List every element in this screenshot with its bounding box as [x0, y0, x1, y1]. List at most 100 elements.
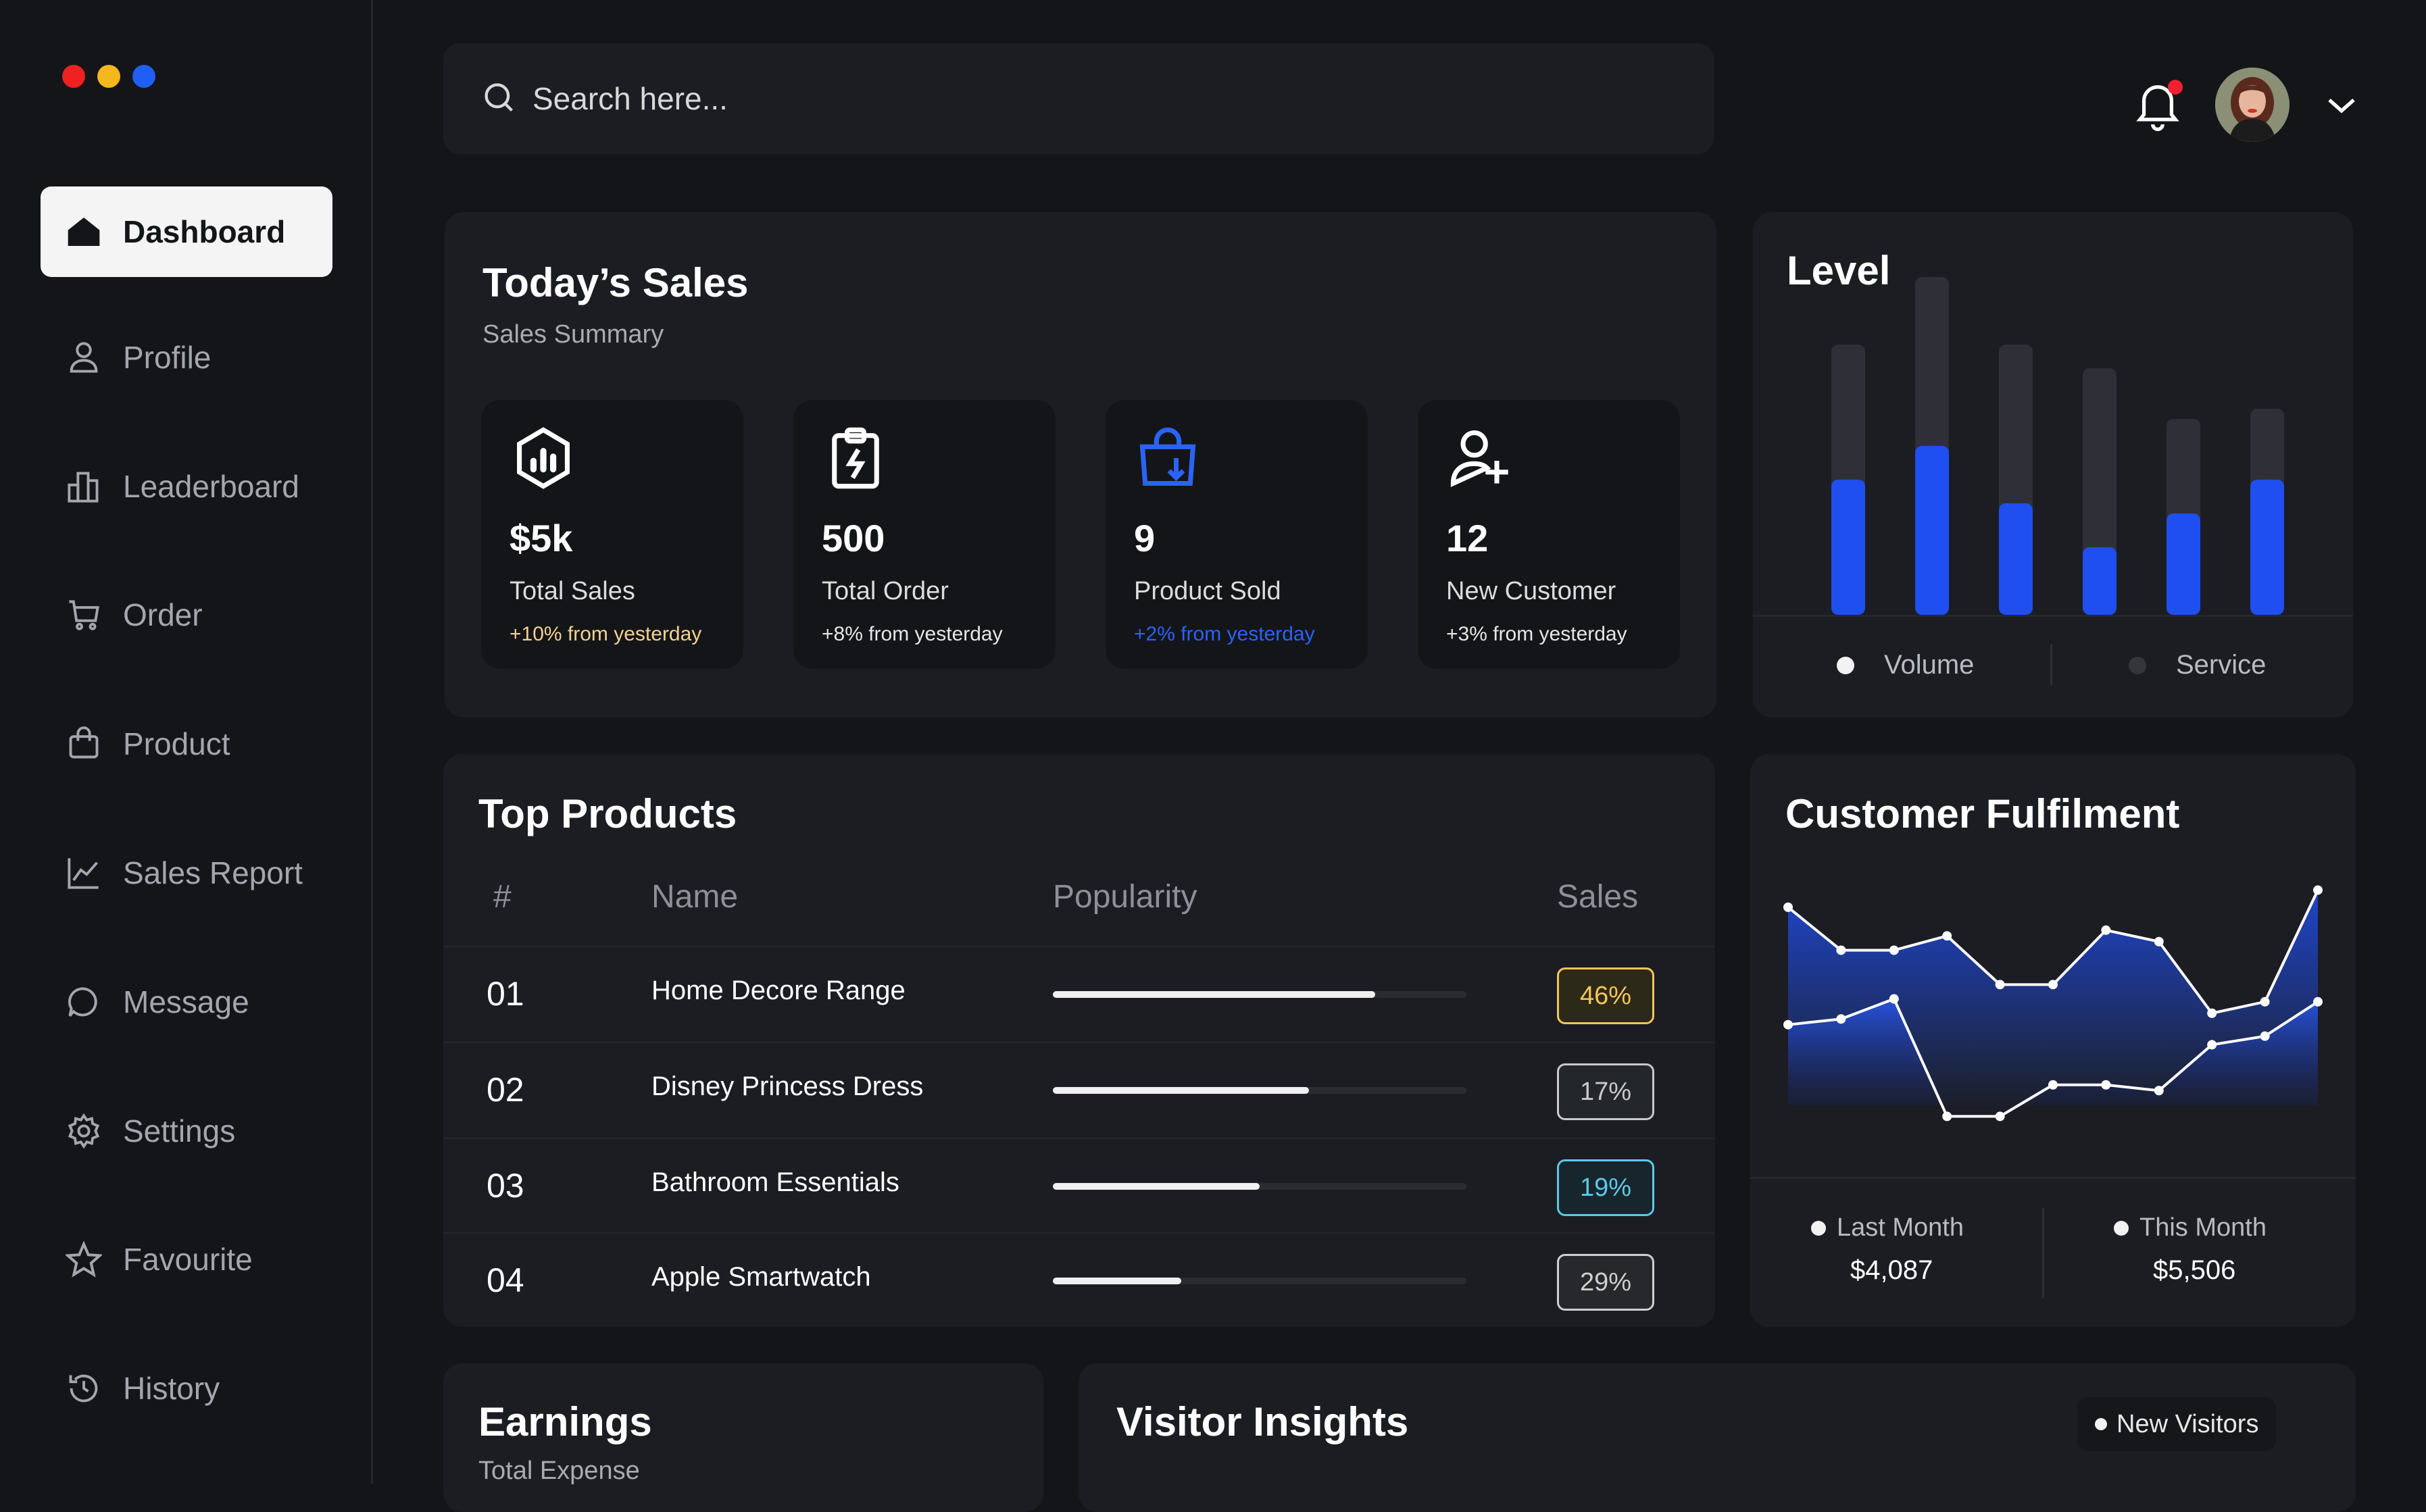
visitor-insights-card: Visitor Insights New Visitors: [1079, 1363, 2356, 1512]
data-point: [2154, 936, 2164, 947]
service-dot-icon: [2129, 656, 2146, 674]
sidebar-item-profile[interactable]: Profile: [41, 312, 332, 403]
todays-sales-subtitle: Sales Summary: [482, 320, 664, 349]
table-row[interactable]: 02 Disney Princess Dress 17%: [443, 1042, 1714, 1136]
sales-badge: 46%: [1557, 967, 1654, 1024]
sidebar-item-label: Dashboard: [123, 214, 286, 249]
sidebar: Dashboard Profile Leaderboard Order Prod…: [0, 0, 373, 1484]
sidebar-item-order[interactable]: Order: [41, 570, 332, 660]
todays-sales-title: Today’s Sales: [482, 260, 749, 305]
table-row[interactable]: 03 Bathroom Essentials 19%: [443, 1138, 1714, 1232]
sidebar-item-favourite[interactable]: Favourite: [41, 1214, 332, 1305]
product-name: Home Decore Range: [651, 976, 906, 1005]
chat-icon: [65, 983, 103, 1021]
earnings-title: Earnings: [478, 1399, 652, 1444]
shopping-bag-icon: [65, 725, 103, 763]
sales-badge: 19%: [1557, 1159, 1654, 1216]
sidebar-item-product[interactable]: Product: [41, 699, 332, 789]
minimize-dot-icon[interactable]: [97, 65, 120, 88]
line-chart-icon: [65, 854, 103, 892]
data-point: [2260, 1031, 2270, 1041]
data-point: [1889, 994, 1899, 1004]
level-bar-volume: [1915, 446, 1949, 615]
data-point: [2207, 1040, 2217, 1050]
stat-card-total-sales[interactable]: $5k Total Sales +10% from yesterday: [481, 400, 743, 669]
chevron-down-icon[interactable]: [2325, 92, 2358, 119]
legend-label: Last Month: [1837, 1213, 1964, 1242]
volume-dot-icon: [1837, 656, 1854, 674]
data-point: [1942, 1111, 1952, 1122]
legend-label: Volume: [1884, 650, 1975, 680]
top-products-title: Top Products: [478, 791, 737, 836]
divider: [2042, 1208, 2044, 1299]
popularity-fill: [1053, 991, 1376, 998]
divider: [1750, 1177, 2356, 1179]
stat-label: Total Sales: [510, 577, 635, 605]
column-header-number: #: [493, 879, 512, 915]
stat-card-new-customer[interactable]: 12 New Customer +3% from yesterday: [1418, 400, 1680, 669]
column-header-name: Name: [651, 879, 739, 915]
sidebar-item-label: Leaderboard: [123, 469, 299, 504]
popularity-bar: [1053, 1278, 1466, 1284]
sidebar-item-leaderboard[interactable]: Leaderboard: [41, 441, 332, 532]
level-bar-volume: [2167, 513, 2200, 615]
visitor-insights-title: Visitor Insights: [1116, 1399, 1409, 1444]
search-bar[interactable]: [443, 43, 1714, 154]
sidebar-item-sales-report[interactable]: Sales Report: [41, 828, 332, 918]
data-point: [2260, 997, 2270, 1007]
stat-label: New Customer: [1446, 577, 1616, 605]
customer-fulfilment-title: Customer Fulfilment: [1785, 791, 2180, 836]
top-products-card: [443, 754, 1715, 1327]
legend-service: Service: [2129, 650, 2266, 680]
notification-dot: [2168, 80, 2183, 95]
sidebar-item-label: Product: [123, 726, 230, 761]
sales-badge: 29%: [1557, 1254, 1654, 1311]
column-header-popularity: Popularity: [1053, 879, 1197, 915]
table-row[interactable]: 04 Apple Smartwatch 29%: [443, 1232, 1714, 1327]
stat-card-product-sold[interactable]: 9 Product Sold +2% from yesterday: [1106, 400, 1368, 669]
data-point: [2048, 980, 2058, 990]
data-point: [2154, 1086, 2164, 1096]
this-month-dot-icon: [2114, 1220, 2129, 1236]
stat-label: Product Sold: [1134, 577, 1281, 605]
gear-icon: [65, 1112, 103, 1150]
data-point: [1995, 980, 2005, 990]
maximize-dot-icon[interactable]: [132, 65, 155, 88]
level-bar-chart: [1831, 277, 2284, 615]
search-icon: [481, 80, 516, 118]
last-month-value: $4,087: [1850, 1255, 1933, 1285]
row-number: 04: [487, 1261, 524, 1299]
divider: [1753, 615, 2353, 617]
level-card: Level Volume Service: [1753, 212, 2353, 717]
product-name: Bathroom Essentials: [651, 1167, 899, 1197]
sidebar-item-message[interactable]: Message: [41, 957, 332, 1047]
row-number: 03: [487, 1167, 524, 1205]
earnings-card: Earnings Total Expense: [443, 1363, 1043, 1512]
avatar[interactable]: [2215, 68, 2289, 142]
product-name: Disney Princess Dress: [651, 1072, 924, 1101]
sidebar-item-settings[interactable]: Settings: [41, 1086, 332, 1176]
table-row[interactable]: 01 Home Decore Range 46%: [443, 946, 1714, 1040]
row-number: 02: [487, 1071, 524, 1109]
popularity-bar: [1053, 1087, 1466, 1094]
search-input[interactable]: [531, 80, 1612, 118]
popularity-fill: [1053, 1183, 1260, 1190]
stat-card-total-order[interactable]: 500 Total Order +8% from yesterday: [793, 400, 1056, 669]
sidebar-item-dashboard[interactable]: Dashboard: [41, 186, 332, 277]
level-bar-volume: [2250, 480, 2284, 615]
close-dot-icon[interactable]: [62, 65, 85, 88]
sidebar-item-label: Message: [123, 984, 249, 1019]
earnings-subtitle: Total Expense: [478, 1457, 640, 1485]
sidebar-item-history[interactable]: History: [41, 1343, 332, 1434]
legend-new-visitors: New Visitors: [2077, 1397, 2277, 1451]
stat-change: +8% from yesterday: [822, 623, 1003, 645]
popularity-fill: [1053, 1087, 1310, 1094]
stat-value: 9: [1134, 517, 1156, 559]
sidebar-item-label: Favourite: [123, 1242, 253, 1277]
legend-label: Service: [2176, 650, 2267, 680]
legend-label: New Visitors: [2116, 1409, 2259, 1438]
last-month-dot-icon: [1811, 1220, 1826, 1236]
stat-label: Total Order: [822, 577, 949, 605]
notification-bell-icon[interactable]: [2134, 78, 2185, 132]
data-point: [2101, 1080, 2111, 1090]
